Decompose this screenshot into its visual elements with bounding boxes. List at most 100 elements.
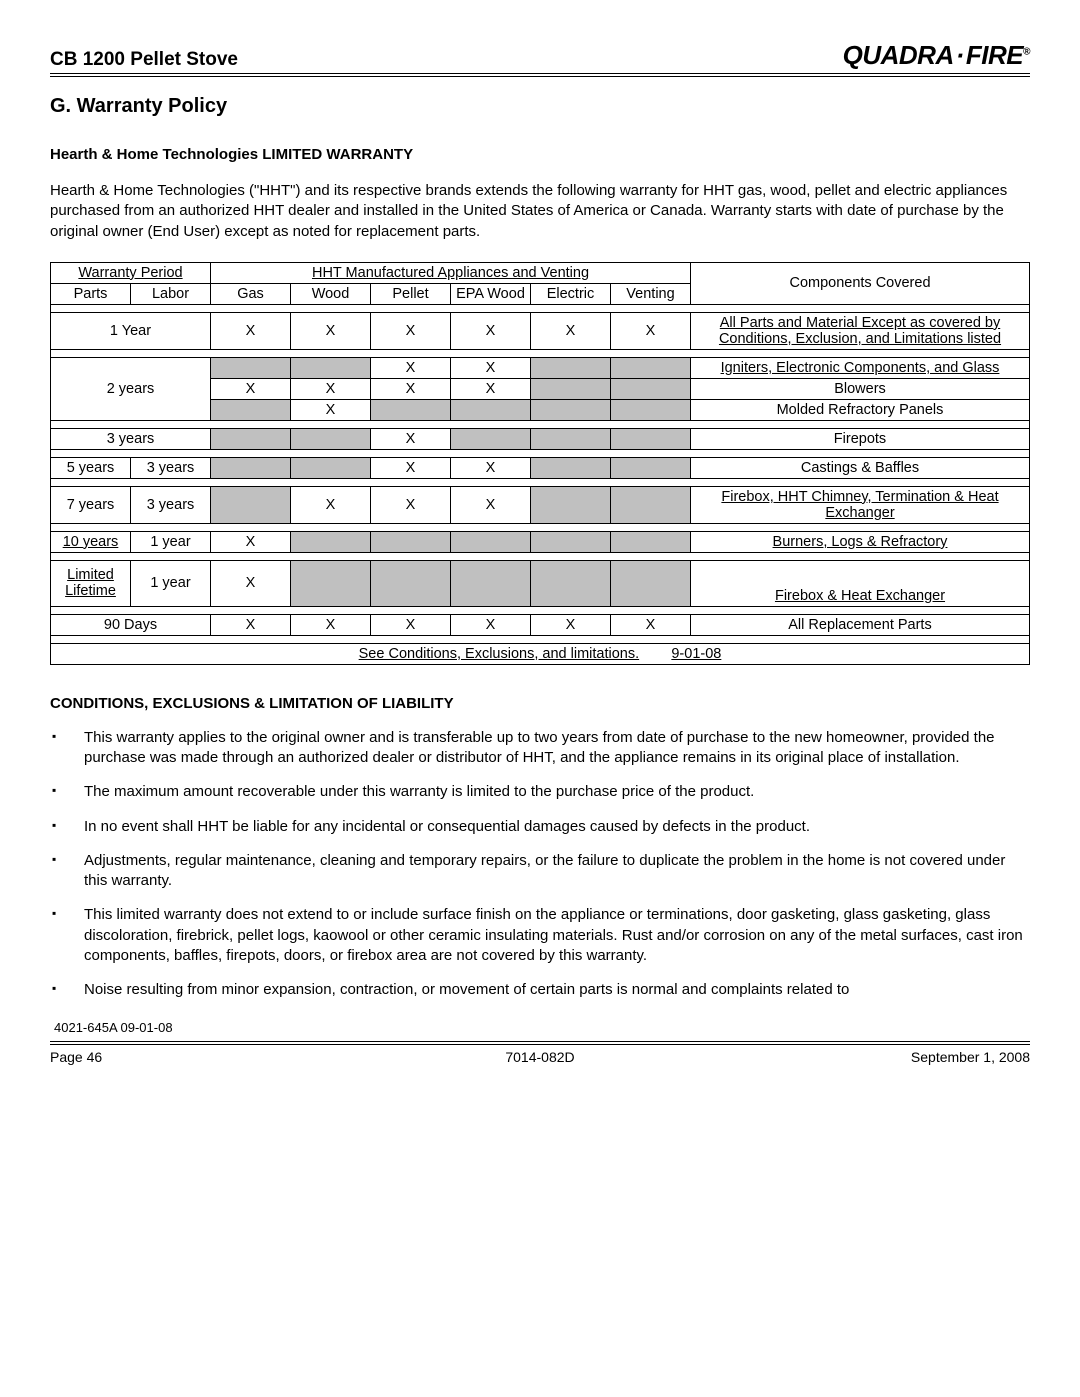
cell-empty: [451, 560, 531, 606]
cell-components: Firebox & Heat Exchanger: [691, 560, 1030, 606]
cell-empty: [611, 428, 691, 449]
cell: 1 Year: [51, 312, 211, 349]
cell-empty: [531, 560, 611, 606]
condition-item: Noise resulting from minor expansion, co…: [50, 980, 1030, 1000]
warranty-sub-heading: Hearth & Home Technologies LIMITED WARRA…: [50, 146, 1030, 163]
cell: X: [291, 378, 371, 399]
condition-item: In no event shall HHT be liable for any …: [50, 817, 1030, 837]
col-electric: Electric: [531, 283, 611, 304]
brand-part-b: Fire: [966, 40, 1023, 70]
cell: 3 years: [131, 486, 211, 523]
cell: X: [291, 614, 371, 635]
cell-empty: [371, 531, 451, 552]
cell: 2 years: [51, 357, 211, 420]
row-limited-lifetime: Limited Lifetime 1 year X Firebox & Heat…: [51, 560, 1030, 606]
cell-empty: [531, 428, 611, 449]
cell: X: [611, 614, 691, 635]
col-labor: Labor: [131, 283, 211, 304]
footer-page: Page 46: [50, 1049, 102, 1065]
cell-components: Burners, Logs & Refractory: [691, 531, 1030, 552]
cell-empty: [211, 428, 291, 449]
spacer-row: [51, 304, 1030, 312]
cell-empty: [451, 428, 531, 449]
cell-empty: [611, 399, 691, 420]
row-5years: 5 years 3 years X X Castings & Baffles: [51, 457, 1030, 478]
row-10years: 10 years 1 year X Burners, Logs & Refrac…: [51, 531, 1030, 552]
cell: X: [291, 399, 371, 420]
cell: X: [531, 614, 611, 635]
col-epa: EPA Wood: [451, 283, 531, 304]
row-7years: 7 years 3 years X X X Firebox, HHT Chimn…: [51, 486, 1030, 523]
cell: X: [371, 357, 451, 378]
cell: X: [451, 457, 531, 478]
cell: 3 years: [51, 428, 211, 449]
cell-empty: [291, 531, 371, 552]
cell-components: Blowers: [691, 378, 1030, 399]
cell-empty: [531, 486, 611, 523]
cell-components: Molded Refractory Panels: [691, 399, 1030, 420]
document-number: 4021-645A 09-01-08: [54, 1020, 1030, 1035]
row-2years-a: 2 years X X Igniters, Electronic Compone…: [51, 357, 1030, 378]
cell-components: All Parts and Material Except as covered…: [691, 312, 1030, 349]
cell-components: Igniters, Electronic Components, and Gla…: [691, 357, 1030, 378]
cell-components: Firepots: [691, 428, 1030, 449]
spacer-row: [51, 552, 1030, 560]
cell-empty: [291, 457, 371, 478]
cell: 7 years: [51, 486, 131, 523]
cell-empty: [291, 357, 371, 378]
cell: X: [371, 312, 451, 349]
cell-empty: [451, 399, 531, 420]
col-venting: Venting: [611, 283, 691, 304]
row-90days: 90 Days X X X X X X All Replacement Part…: [51, 614, 1030, 635]
spacer-row: [51, 606, 1030, 614]
cell-empty: [371, 399, 451, 420]
cell: X: [451, 312, 531, 349]
cell-empty: [451, 531, 531, 552]
spacer-row: [51, 420, 1030, 428]
cell: 1 year: [131, 531, 211, 552]
footnote-text: See Conditions, Exclusions, and limitati…: [359, 646, 639, 662]
table-footnote-row: See Conditions, Exclusions, and limitati…: [51, 643, 1030, 664]
row-1year: 1 Year X X X X X X All Parts and Materia…: [51, 312, 1030, 349]
cell: X: [371, 486, 451, 523]
cell-components: Firebox, HHT Chimney, Termination & Heat…: [691, 486, 1030, 523]
cell-components: All Replacement Parts: [691, 614, 1030, 635]
cell-empty: [531, 378, 611, 399]
warranty-table: Warranty Period HHT Manufactured Applian…: [50, 262, 1030, 665]
cell-empty: [611, 486, 691, 523]
header-group-row: Warranty Period HHT Manufactured Applian…: [51, 262, 1030, 283]
cell: 1 year: [131, 560, 211, 606]
cell-empty: [211, 399, 291, 420]
page-header: CB 1200 Pellet Stove Quadra·Fire®: [50, 40, 1030, 77]
brand-dot: ·: [954, 40, 966, 70]
col-pellet: Pellet: [371, 283, 451, 304]
cell: X: [451, 486, 531, 523]
condition-item: This limited warranty does not extend to…: [50, 905, 1030, 966]
cell-empty: [211, 486, 291, 523]
cell-empty: [211, 357, 291, 378]
cell: X: [531, 312, 611, 349]
cell-empty: [611, 531, 691, 552]
spacer-row: [51, 635, 1030, 643]
col-components: Components Covered: [691, 262, 1030, 304]
product-title: CB 1200 Pellet Stove: [50, 49, 238, 71]
cell: X: [211, 312, 291, 349]
cell: X: [211, 560, 291, 606]
col-group-appliances: HHT Manufactured Appliances and Venting: [211, 262, 691, 283]
footer-date: September 1, 2008: [911, 1049, 1030, 1065]
cell-empty: [611, 378, 691, 399]
footnote-date: 9-01-08: [671, 646, 721, 662]
conditions-list: This warranty applies to the original ow…: [50, 728, 1030, 1001]
cell: X: [371, 614, 451, 635]
condition-item: Adjustments, regular maintenance, cleani…: [50, 851, 1030, 892]
cell: 90 Days: [51, 614, 211, 635]
col-parts: Parts: [51, 283, 131, 304]
brand-part-a: Quadra: [843, 40, 954, 70]
cell: X: [291, 312, 371, 349]
brand-logo: Quadra·Fire®: [843, 40, 1030, 71]
cell: 10 years: [51, 531, 131, 552]
cell-empty: [531, 531, 611, 552]
cell: 3 years: [131, 457, 211, 478]
col-group-warranty: Warranty Period: [51, 262, 211, 283]
cell-empty: [291, 428, 371, 449]
